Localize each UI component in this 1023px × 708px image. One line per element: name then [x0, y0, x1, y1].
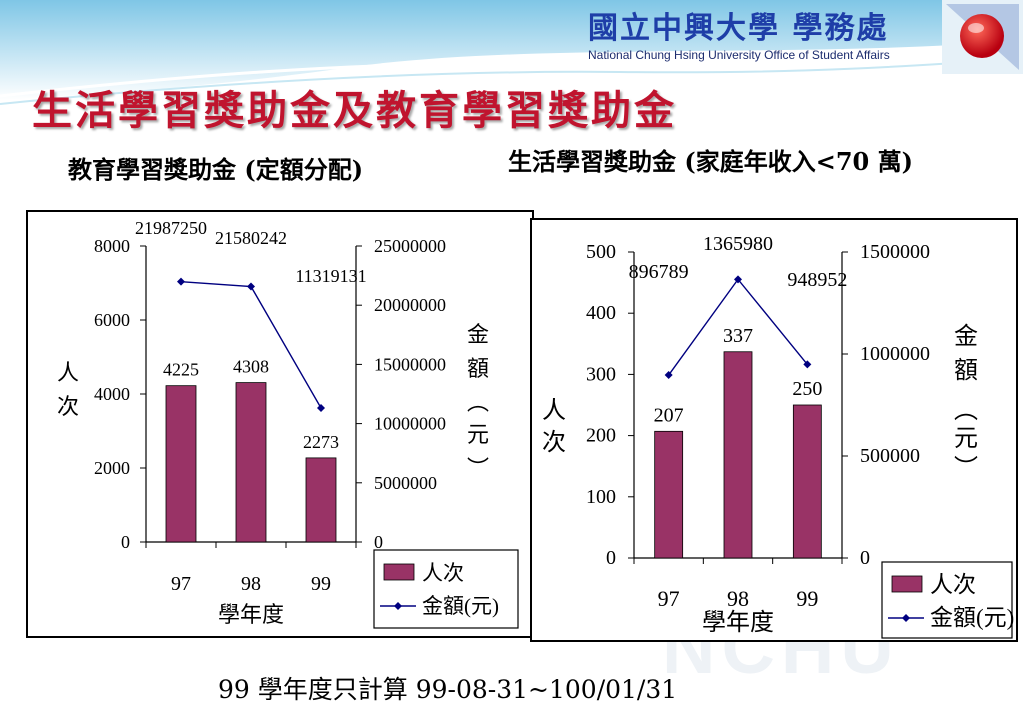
line-data-label: 896789	[629, 261, 689, 283]
y-axis-label-char: 人	[542, 398, 566, 424]
line-data-label: 948952	[787, 269, 847, 291]
legend-label-count: 人次	[422, 561, 464, 585]
legend-bar-swatch	[891, 575, 923, 593]
legend-label-count: 人次	[930, 572, 976, 597]
y-axis-label-char: 次	[57, 394, 79, 419]
bar-data-label: 2273	[303, 432, 339, 452]
line-data-label: 11319131	[295, 266, 366, 286]
amount-point	[664, 371, 673, 380]
x-tick-label: 99	[311, 573, 331, 595]
bar-data-label: 207	[654, 404, 684, 426]
legend-box	[373, 549, 519, 629]
bar	[792, 404, 822, 559]
line-data-label: 21580242	[215, 228, 287, 248]
y2-axis-label-char: ︵	[467, 390, 489, 415]
education-grant-chart: 0 2000 4000 6000 8000 0 5000000 10000000 1500000…	[26, 210, 534, 638]
y2-tick-label: 25000000	[374, 236, 446, 256]
left-chart-subtitle: 教育學習獎助金 (定額分配)	[68, 155, 364, 184]
y-tick-label: 500	[586, 241, 616, 263]
y2-tick-label: 0	[860, 547, 870, 569]
legend-diamond-icon	[902, 614, 910, 622]
y-tick-label: 0	[606, 547, 616, 569]
y-tick-label: 8000	[94, 236, 130, 256]
legend-box	[881, 561, 1013, 639]
living-grant-chart: 0 100 200 300 400 500 0 500000 1000000 1500000 97 9…	[530, 218, 1018, 642]
y2-axis-label-char: 元	[467, 422, 489, 447]
x-tick-label: 98	[241, 573, 261, 595]
footnote: 99 學年度只計算 99-08-31~100/01/31	[218, 675, 678, 704]
x-tick-label: 98	[727, 586, 749, 611]
y2-axis-label-char: ︵	[954, 398, 978, 424]
amount-point	[177, 277, 185, 286]
legend-label-amount: 金額(元)	[422, 594, 499, 618]
x-tick-label: 97	[171, 573, 191, 595]
y-axis-label-char: 人	[57, 360, 79, 385]
y-axis-label-char: 次	[542, 429, 566, 456]
amount-point	[317, 403, 325, 412]
line-data-label: 1365980	[703, 233, 773, 255]
line-data-label: 21987250	[135, 218, 207, 238]
org-title: 國立中興大學 學務處	[588, 11, 889, 46]
y2-tick-label: 1000000	[860, 343, 930, 365]
y2-tick-label: 15000000	[374, 354, 446, 374]
x-axis-label: 學年度	[702, 609, 774, 636]
y2-axis-label-char: ︶	[467, 456, 489, 481]
y2-axis-label-char: 金	[954, 323, 978, 350]
amount-point	[803, 360, 812, 369]
y2-tick-label: 20000000	[374, 295, 446, 315]
y2-axis-label-char: 元	[954, 426, 978, 452]
bar-data-label: 250	[792, 378, 822, 400]
x-axis-label: 學年度	[218, 602, 284, 627]
bar	[165, 385, 197, 543]
legend-diamond-icon	[394, 602, 402, 610]
y2-axis-label-char: 金	[467, 322, 489, 347]
amount-point	[734, 275, 742, 284]
bar	[654, 430, 684, 559]
bar-data-label: 337	[723, 325, 753, 347]
y-tick-label: 400	[586, 302, 616, 324]
university-logo-icon	[960, 14, 1004, 58]
page-title: 生活學習獎助金及教育學習獎助金	[32, 87, 677, 134]
y2-tick-label: 10000000	[374, 414, 446, 434]
bar-data-label: 4308	[233, 357, 269, 377]
y-tick-label: 200	[586, 425, 616, 447]
y2-axis-label-char: 額	[467, 356, 489, 381]
y-tick-label: 6000	[94, 310, 130, 330]
y-tick-label: 0	[121, 532, 130, 552]
y-tick-label: 4000	[94, 384, 130, 404]
y2-tick-label: 1500000	[860, 241, 930, 263]
legend-bar-swatch	[383, 563, 415, 581]
y2-axis-label-char: ︶	[954, 455, 978, 482]
x-tick-label: 97	[658, 586, 680, 611]
y2-tick-label: 0	[374, 532, 383, 552]
org-subtitle: National Chung Hsing University Office o…	[588, 48, 890, 62]
bar-data-label: 4225	[163, 360, 199, 380]
bar	[723, 351, 753, 559]
y-tick-label: 300	[586, 363, 616, 385]
bar	[305, 457, 337, 543]
header-banner	[0, 0, 1023, 105]
y2-tick-label: 500000	[860, 445, 920, 467]
x-tick-label: 99	[796, 586, 818, 611]
y2-axis-label-char: 額	[954, 357, 978, 384]
right-chart-subtitle: 生活學習獎助金 (家庭年收入<70 萬)	[508, 147, 913, 176]
bar	[235, 382, 267, 543]
legend-label-amount: 金額(元)	[930, 605, 1014, 630]
y-tick-label: 100	[586, 486, 616, 508]
amount-point	[247, 282, 255, 291]
y-tick-label: 2000	[94, 458, 130, 478]
y2-tick-label: 5000000	[374, 473, 437, 493]
